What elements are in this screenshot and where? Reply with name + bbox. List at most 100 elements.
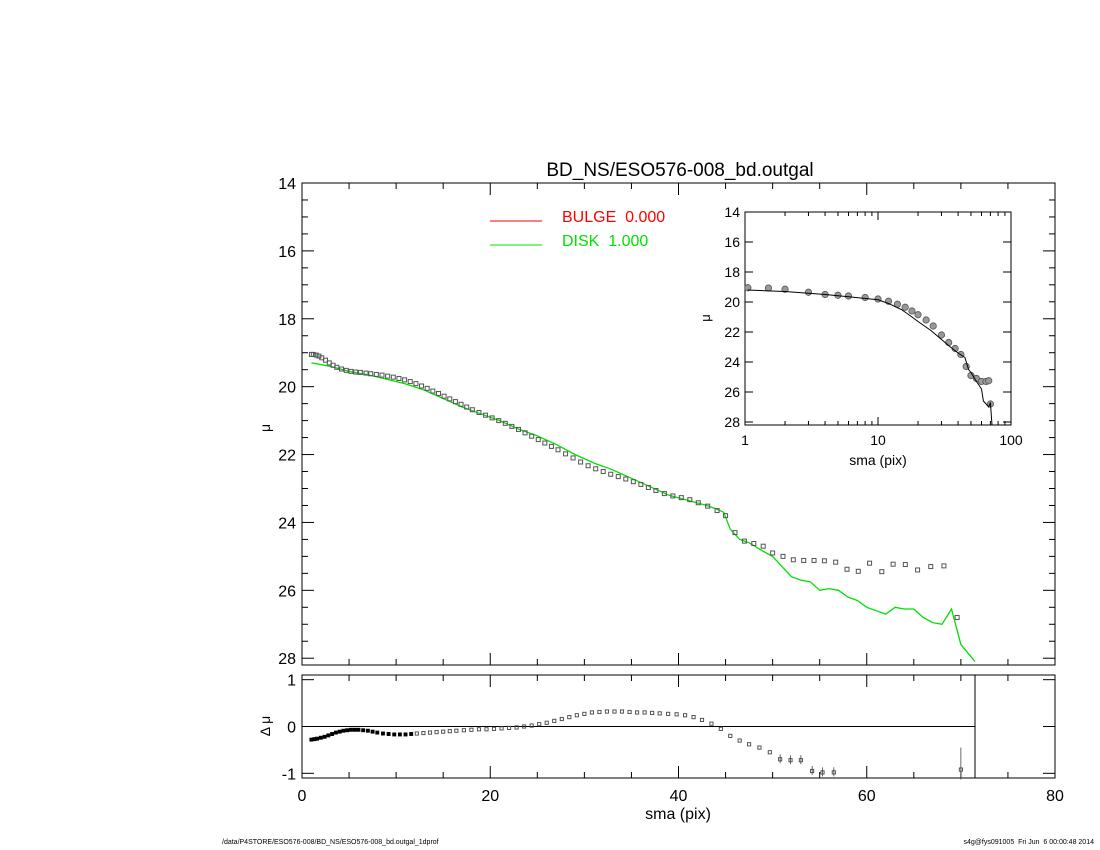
data-point xyxy=(464,404,470,410)
disk-model-line xyxy=(311,362,976,663)
main-y-tick-label: 28 xyxy=(278,651,296,668)
residual-point xyxy=(326,733,331,738)
residual-point xyxy=(507,725,512,730)
data-point xyxy=(357,369,363,375)
residual-x-tick-label: 40 xyxy=(670,788,688,805)
data-point xyxy=(502,420,508,426)
residual-point xyxy=(544,720,549,725)
residual-point xyxy=(699,717,705,722)
data-point xyxy=(723,513,729,519)
residual-point xyxy=(403,732,408,737)
data-point xyxy=(458,401,464,407)
residual-point xyxy=(365,728,370,733)
inset-y-axis: 14 16 18 20 22 24 26 28 xyxy=(724,204,1011,430)
data-point xyxy=(844,566,850,572)
legend: BULGE 0.000 DISK 1.000 xyxy=(490,209,665,250)
data-point xyxy=(687,497,693,503)
inset-data-point xyxy=(844,292,853,300)
inset-series-layer xyxy=(744,284,994,426)
data-point xyxy=(760,543,766,549)
residual-point xyxy=(522,724,527,729)
residual-point xyxy=(356,727,361,732)
data-point xyxy=(548,443,554,449)
footer-timestamp: s4g@fys091005 Fri Jun 6 00:00:48 2014 xyxy=(963,839,1094,846)
residual-point xyxy=(627,709,632,715)
inset-y-tick-label: 18 xyxy=(724,264,740,280)
data-point xyxy=(535,437,541,443)
data-point xyxy=(855,568,861,574)
data-point xyxy=(954,614,960,620)
residual-point xyxy=(386,732,391,736)
inset-y-tick-label: 20 xyxy=(724,294,740,310)
residual-point xyxy=(666,711,671,716)
residual-point xyxy=(612,709,617,714)
main-y-tick-label: 26 xyxy=(278,583,296,600)
inset-y-tick-label: 22 xyxy=(724,324,740,340)
residual-point xyxy=(642,710,647,715)
residual-point xyxy=(499,726,504,731)
data-point xyxy=(368,371,374,377)
residual-point xyxy=(434,730,439,735)
residual-point xyxy=(380,731,385,736)
inset-y-tick-label: 26 xyxy=(724,384,740,400)
main-panel: 14 16 18 20 22 24 26 28 μ BULGE 0.000 DISK 1.00… xyxy=(257,176,1056,668)
residual-point xyxy=(341,728,346,733)
data-point xyxy=(413,381,419,387)
data-point xyxy=(638,481,644,487)
residual-point xyxy=(709,721,714,726)
residual-point xyxy=(650,710,655,715)
inset-model-line xyxy=(747,289,993,426)
residual-point xyxy=(718,726,723,731)
main-y-tick-label: 22 xyxy=(278,448,296,465)
residual-y-axis-label: Δ μ xyxy=(257,716,273,737)
inset-x-tick-label: 1 xyxy=(741,432,749,448)
data-point xyxy=(424,385,430,391)
residual-x-axis: 0 20 40 60 80 xyxy=(298,675,1064,805)
inset-x-axis-label: sma (pix) xyxy=(849,452,907,468)
data-point xyxy=(751,540,757,546)
inset-y-tick-label: 28 xyxy=(724,414,740,430)
residual-x-tick-label: 60 xyxy=(858,788,876,805)
data-point xyxy=(661,491,667,497)
residual-point xyxy=(747,742,752,747)
data-point xyxy=(489,415,495,421)
residual-y-axis: -1 0 1 xyxy=(282,673,1055,783)
residual-point xyxy=(330,732,335,736)
inset-data-point xyxy=(937,331,946,339)
residual-point xyxy=(537,722,542,727)
residual-point xyxy=(375,730,380,735)
inset-x-axis: 1 10 100 xyxy=(741,212,1023,448)
residual-point xyxy=(529,723,534,728)
residual-point xyxy=(469,727,474,732)
legend-disk-label: DISK 1.000 xyxy=(562,233,648,250)
inset-data-point xyxy=(914,311,922,319)
data-point xyxy=(402,377,408,383)
data-point xyxy=(555,447,561,453)
main-y-tick-label: 18 xyxy=(278,312,296,329)
residual-point xyxy=(337,729,342,734)
data-point xyxy=(714,508,720,514)
data-point xyxy=(570,455,576,461)
data-point xyxy=(373,371,379,377)
inset-data-point xyxy=(874,295,882,303)
residual-point xyxy=(514,725,519,730)
data-point xyxy=(833,559,839,565)
inset-x-tick-label: 10 xyxy=(870,432,886,448)
inset-data-point xyxy=(908,307,916,315)
data-point xyxy=(323,357,329,363)
data-point xyxy=(343,367,349,373)
residual-point xyxy=(582,711,587,716)
residual-point xyxy=(370,729,375,734)
main-y-tick-label: 24 xyxy=(278,515,296,532)
inset-data-point xyxy=(901,303,909,311)
data-point xyxy=(542,440,548,446)
residual-point xyxy=(589,710,594,715)
data-point xyxy=(732,530,738,536)
residual-point xyxy=(691,715,696,720)
data-point xyxy=(430,388,436,394)
data-point xyxy=(780,553,786,559)
data-point xyxy=(447,396,453,402)
residual-point xyxy=(392,732,397,737)
residual-point xyxy=(361,728,366,733)
